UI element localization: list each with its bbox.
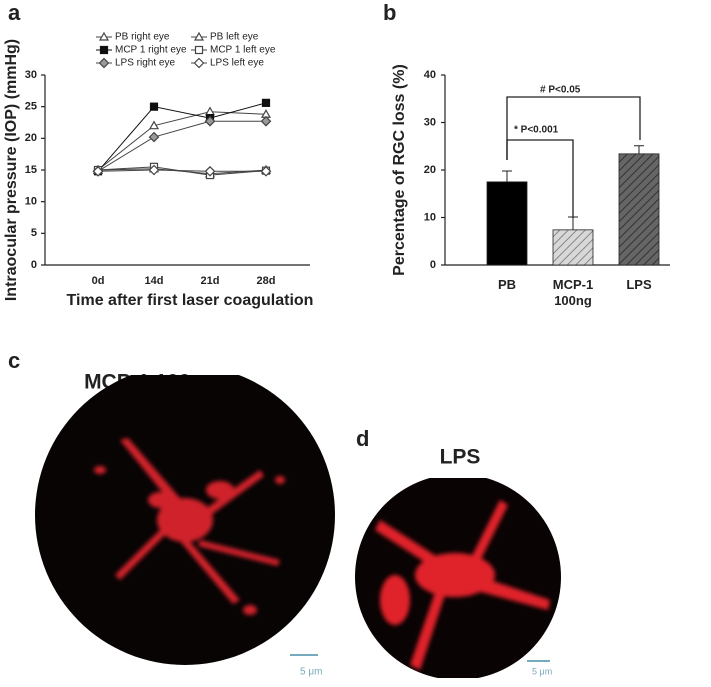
- panel-label: b: [383, 0, 396, 25]
- marker: [260, 115, 272, 127]
- marker: [260, 165, 272, 177]
- x-axis-title: Time after first laser coagulation: [67, 292, 314, 309]
- scale-bar-label: 5 μm: [532, 666, 552, 676]
- y-tick-label: 15: [25, 164, 37, 176]
- y-tick-label: 30: [25, 69, 37, 81]
- legend-label: LPS left eye: [210, 58, 264, 69]
- legend-label: MCP 1 right eye: [115, 45, 187, 56]
- marker: [194, 45, 204, 55]
- error-bar: [634, 145, 644, 154]
- marker: [148, 120, 160, 130]
- bar: [552, 229, 594, 266]
- panel-label: c: [8, 348, 20, 373]
- series-line: [97, 111, 267, 171]
- marker: [193, 57, 205, 69]
- error-bar: [502, 170, 512, 182]
- marker: [204, 115, 216, 127]
- legend-label: MCP 1 left eye: [210, 45, 276, 56]
- marker: [98, 31, 110, 41]
- y-tick-label: 0: [31, 259, 37, 271]
- x-tick-label-box: MCP-1 100ng: [552, 277, 594, 308]
- marker: [98, 57, 110, 69]
- panel-label: a: [8, 0, 21, 25]
- y-axis-title: Intraocular pressure (IOP) (mmHg): [3, 39, 20, 301]
- bracket: [506, 96, 641, 160]
- bar: [618, 153, 660, 266]
- x-tick-label: MCP-1 100ng: [552, 277, 594, 308]
- series-line: [97, 120, 266, 172]
- x-tick-label: LPS: [626, 277, 652, 292]
- marker: [149, 102, 159, 111]
- y-tick-label: 25: [25, 101, 37, 113]
- annotation: # P<0.05: [540, 85, 581, 96]
- y-tick-label: 20: [25, 132, 37, 144]
- legend-label: LPS right eye: [115, 58, 175, 69]
- x-tick-label: 14d: [145, 275, 164, 287]
- y-tick-label: 5: [31, 227, 37, 239]
- y-tick-label: 10: [424, 211, 436, 223]
- error-bar: [568, 216, 578, 230]
- marker: [204, 106, 216, 116]
- x-tick-label: PB: [497, 277, 517, 292]
- series-line: [97, 169, 266, 172]
- legend-label: PB left eye: [210, 32, 259, 43]
- micrograph: 5 μm: [355, 478, 561, 678]
- marker: [204, 165, 216, 177]
- marker: [92, 165, 104, 177]
- scale-bar-label: 5 μm: [300, 667, 322, 678]
- annotation: * P<0.001: [514, 125, 559, 136]
- x-tick-label: 0d: [92, 275, 105, 287]
- series-line: [97, 102, 267, 172]
- bar: [486, 181, 528, 266]
- x-tick-label: 28d: [257, 275, 276, 287]
- x-tick-label: 21d: [201, 275, 220, 287]
- micrograph: 5 μm: [35, 375, 335, 678]
- marker: [148, 164, 160, 176]
- panel-label: d: [356, 426, 369, 451]
- y-tick-label: 30: [424, 116, 436, 128]
- y-tick-label: 40: [424, 69, 436, 81]
- image-title: LPS: [440, 446, 481, 469]
- x-tick-label-box: LPS: [626, 277, 652, 292]
- marker: [193, 31, 205, 41]
- y-tick-label: 0: [430, 259, 436, 271]
- legend-label: PB right eye: [115, 32, 170, 43]
- marker: [148, 131, 160, 143]
- y-tick-label: 10: [25, 196, 37, 208]
- y-tick-label: 20: [424, 164, 436, 176]
- marker: [99, 45, 109, 55]
- y-axis-title: Percentage of RGC loss (%): [391, 64, 408, 276]
- marker: [261, 98, 271, 107]
- x-tick-label-box: PB: [497, 277, 517, 292]
